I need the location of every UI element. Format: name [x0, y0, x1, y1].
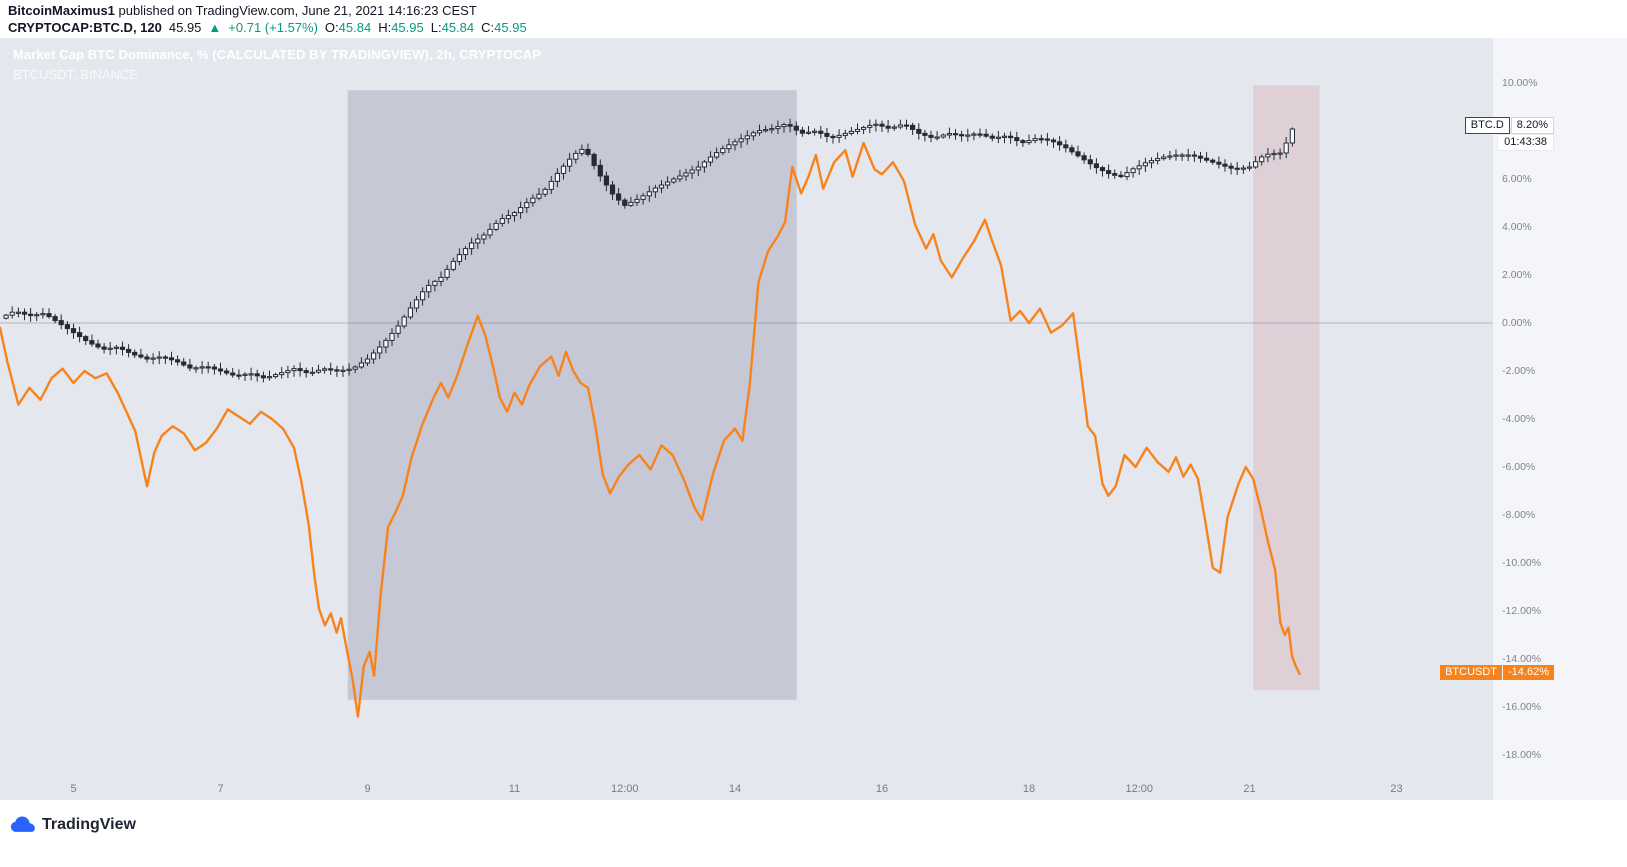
- btcd-price-label: BTC.D 8.20%: [1464, 117, 1554, 135]
- close-value: 45.95: [494, 20, 527, 35]
- price-chart-canvas[interactable]: [0, 38, 1493, 775]
- cloud-logo-icon: [10, 816, 35, 832]
- btcd-price-value: 8.20%: [1510, 117, 1554, 135]
- brand-name: TradingView: [42, 815, 136, 833]
- price-axis-tick: 4.00%: [1502, 221, 1532, 233]
- price-axis-tick: 6.00%: [1502, 173, 1532, 185]
- time-axis[interactable]: 5 7 9 11 12:00 14 16 18 12:00 21 23: [0, 775, 1493, 800]
- time-axis-tick: 9: [364, 783, 371, 795]
- time-axis-tick: 12:00: [610, 783, 639, 795]
- up-arrow-icon: ▲: [208, 20, 222, 35]
- price-axis-tick: -14.00%: [1502, 653, 1542, 665]
- btcusdt-line-series: [0, 141, 1301, 718]
- price-axis-tick: -16.00%: [1502, 701, 1542, 713]
- author-name: BitcoinMaximus1: [8, 3, 115, 18]
- low-label: L:: [430, 20, 442, 35]
- btcusdt-price-label: BTCUSDT -14.62%: [1440, 664, 1554, 680]
- ohlc-values: O:45.84 H:45.95 L:45.84 C:45.95: [325, 20, 527, 35]
- price-axis-tick: -6.00%: [1502, 461, 1536, 473]
- price-axis-tick: -2.00%: [1502, 365, 1536, 377]
- price-axis-tick: -10.00%: [1502, 557, 1542, 569]
- price-axis-tick: -4.00%: [1502, 413, 1536, 425]
- price-axis-tick: -12.00%: [1502, 605, 1542, 617]
- high-value: 45.95: [391, 20, 424, 35]
- btcusdt-symbol-badge: BTCUSDT: [1440, 664, 1503, 680]
- tradingview-logo[interactable]: TradingView: [10, 815, 136, 834]
- open-value: 45.84: [338, 20, 372, 35]
- price-axis-tick: 0.00%: [1502, 317, 1532, 329]
- price-change: +0.71 (+1.57%): [228, 20, 318, 35]
- pink-region: [1253, 85, 1320, 691]
- candlestick-series: [3, 118, 1296, 383]
- time-axis-tick: 7: [217, 783, 224, 795]
- time-axis-tick: 23: [1390, 783, 1403, 795]
- gray-region: [347, 90, 797, 700]
- high-label: H:: [378, 20, 392, 35]
- time-axis-tick: 16: [875, 783, 889, 795]
- time-axis-tick: 12:00: [1125, 783, 1154, 795]
- symbol-info-row: CRYPTOCAP:BTC.D, 120 45.95 ▲ +0.71 (+1.5…: [8, 20, 527, 35]
- time-axis-tick: 21: [1243, 783, 1256, 795]
- time-axis-tick: 5: [70, 783, 77, 795]
- price-axis-tick: 10.00%: [1502, 77, 1538, 89]
- publish-header: BitcoinMaximus1 published on TradingView…: [0, 0, 1627, 38]
- time-axis-tick: 14: [728, 783, 742, 795]
- last-price: 45.95: [168, 20, 202, 35]
- chart-area: Market Cap BTC Dominance, % (CALCULATED …: [0, 38, 1627, 800]
- time-axis-tick: 11: [508, 783, 521, 795]
- highlight-regions: [347, 85, 1320, 700]
- price-axis-tick: 2.00%: [1502, 269, 1532, 281]
- price-axis-tick: -8.00%: [1502, 509, 1536, 521]
- price-axis-tick: -18.00%: [1502, 749, 1542, 761]
- symbol-title: CRYPTOCAP:BTC.D, 120: [8, 20, 162, 35]
- time-axis-tick: 18: [1022, 783, 1036, 795]
- low-value: 45.84: [441, 20, 475, 35]
- close-label: C:: [481, 20, 495, 35]
- bar-close-countdown: 01:43:38: [1497, 134, 1554, 152]
- btcusdt-price-value: -14.62%: [1503, 664, 1554, 680]
- snapshot-footer: TradingView: [0, 800, 1627, 867]
- publish-text: published on TradingView.com, June 21, 2…: [114, 3, 477, 18]
- publish-info: BitcoinMaximus1 published on TradingView…: [8, 3, 477, 18]
- btcd-symbol-badge: BTC.D: [1464, 117, 1510, 135]
- chart-background: [0, 38, 1493, 800]
- open-label: O:: [324, 20, 339, 35]
